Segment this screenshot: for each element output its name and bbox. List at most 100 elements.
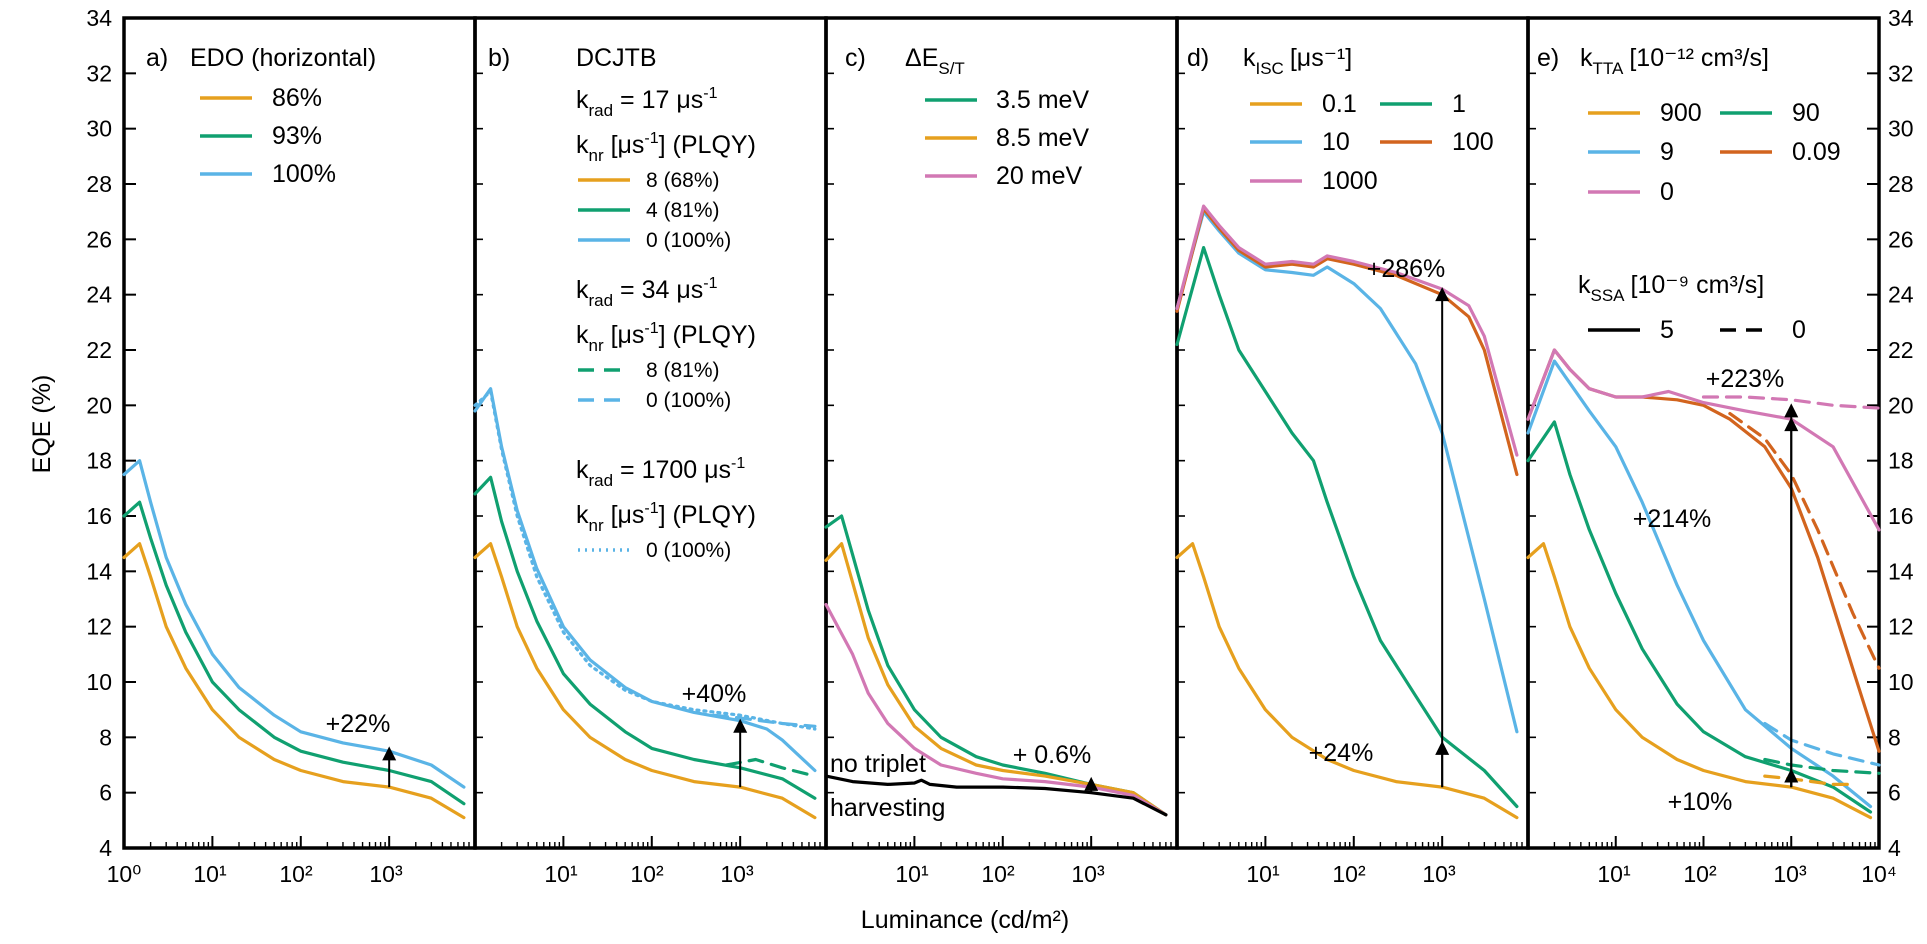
x-tick-label-4-1: 10² — [1683, 861, 1717, 887]
panel-e-ssa-heading-sub: SSA — [1591, 286, 1626, 305]
panel-e-ssa-heading: kSSA [10⁻⁹ cm³/s] — [1578, 271, 1764, 305]
annotation-arrow-head-4-1 — [1784, 417, 1799, 432]
x-tick-label-2-1: 10² — [981, 861, 1015, 887]
series-line-2-2 — [824, 602, 1168, 817]
panel-d-label: d) — [1187, 44, 1209, 72]
x-tick-label-4-2: 10³ — [1773, 861, 1807, 887]
panel-c-heading-main: ΔE — [905, 44, 938, 72]
panel-e-ssa-heading-unit: [10⁻⁹ cm³/s] — [1631, 271, 1765, 299]
legend-label-ssa-1: 0 — [1792, 316, 1806, 344]
knr-unit-0: [μs — [604, 131, 645, 159]
y-tick-label-right-9: 22 — [1888, 337, 1914, 363]
y-tick-label-right-7: 18 — [1888, 448, 1914, 474]
legend-label-c-0: 3.5 meV — [996, 86, 1089, 114]
y-tick-label-left-11: 26 — [86, 226, 112, 252]
y-tick-label-left-13: 30 — [86, 116, 112, 142]
krad-exp-2: -1 — [731, 455, 745, 472]
knr-sub-2: nr — [589, 516, 604, 535]
no-triplet-label: no triplet — [830, 750, 926, 778]
y-tick-label-left-10: 24 — [86, 282, 112, 308]
x-tick-label-0-0: 10⁰ — [107, 861, 142, 887]
krad-sub-0: rad — [589, 101, 614, 120]
krad-k-2: k — [576, 456, 589, 484]
legend-label-b-0-1: 4 (81%) — [646, 199, 720, 222]
krad-val-2: = 1700 μs — [613, 456, 731, 484]
knr-exp-1: -1 — [644, 320, 658, 337]
legend-label-b-1-1: 0 (100%) — [646, 389, 731, 412]
y-tick-label-right-10: 24 — [1888, 282, 1914, 308]
annotation-text-4-0: +223% — [1706, 365, 1785, 393]
x-tick-label-0-3: 10³ — [369, 861, 403, 887]
annotation-text-4-1: +214% — [1633, 505, 1712, 533]
panel-e-heading-unit: [10⁻¹² cm³/s] — [1629, 44, 1769, 72]
series-line-3-2 — [1175, 210, 1519, 734]
x-axis-label-text: Luminance (cd/m²) — [861, 906, 1069, 934]
y-tick-label-right-14: 32 — [1888, 60, 1914, 86]
y-tick-label-left-1: 6 — [99, 780, 112, 806]
knr-heading-1: knr [μs-1] (PLQY) — [576, 320, 756, 355]
krad-heading-2: krad = 1700 μs-1 — [576, 455, 745, 490]
annotation-arrow-head-1-0 — [733, 718, 748, 733]
knr-exp-0: -1 — [644, 130, 658, 147]
y-tick-label-right-2: 8 — [1888, 724, 1901, 750]
panel-e-heading-sub: TTA — [1593, 59, 1625, 78]
legend-label-e-4: 0 — [1660, 178, 1674, 206]
series-line-4-1 — [1526, 420, 1873, 814]
krad-val-0: = 17 μs — [613, 86, 703, 114]
y-tick-label-right-11: 26 — [1888, 226, 1914, 252]
series-line-0-2 — [122, 459, 466, 789]
x-tick-label-1-0: 10¹ — [544, 861, 578, 887]
panel-a-heading: EDO (horizontal) — [190, 44, 376, 72]
legend-label-e-2: 9 — [1660, 138, 1674, 166]
krad-heading-1: krad = 34 μs-1 — [576, 275, 718, 310]
series-line-3-0 — [1175, 542, 1519, 820]
annotation-arrow-head-3-1 — [1435, 740, 1450, 755]
annotation-arrow-head-3-0 — [1435, 287, 1450, 302]
legend-label-e-3: 0.09 — [1792, 138, 1841, 166]
knr-plqy-2: ] (PLQY) — [659, 501, 756, 529]
series-line-4-8 — [1763, 757, 1881, 775]
x-tick-label-1-2: 10³ — [720, 861, 754, 887]
x-tick-label-0-1: 10¹ — [193, 861, 227, 887]
annotation-text-3-0: +286% — [1367, 255, 1446, 283]
legend-label-a-1: 93% — [272, 122, 322, 150]
legend-label-d-4: 1000 — [1322, 167, 1378, 195]
panel-d-heading-sub: ISC — [1256, 59, 1284, 78]
y-tick-label-left-8: 20 — [86, 392, 112, 418]
harvesting-label: harvesting — [830, 794, 945, 822]
panel-d-heading-unit: [μs⁻¹] — [1290, 44, 1352, 72]
y-tick-label-right-8: 20 — [1888, 392, 1914, 418]
y-tick-label-right-1: 6 — [1888, 780, 1901, 806]
y-tick-label-right-5: 14 — [1888, 558, 1914, 584]
panel-c-heading: ΔES/T — [905, 44, 965, 78]
series-line-1-0 — [473, 542, 817, 820]
series-line-4-7 — [1763, 721, 1881, 767]
y-tick-label-left-7: 18 — [86, 448, 112, 474]
legend-label-d-3: 100 — [1452, 128, 1494, 156]
annotation-arrow-head-4-2 — [1784, 768, 1799, 783]
legend-label-a-0: 86% — [272, 84, 322, 112]
x-axis-label: Luminance (cd/m²) — [861, 906, 1069, 934]
knr-sub-0: nr — [589, 146, 604, 165]
annotation-text-3-1: +24% — [1309, 739, 1374, 767]
panel-d-heading: kISC [μs⁻¹] — [1243, 44, 1352, 78]
panel-e-label: e) — [1537, 44, 1559, 72]
panel-e-heading-main: k — [1580, 44, 1593, 72]
legend-label-b-0-0: 8 (68%) — [646, 169, 720, 192]
legend-label-e-0: 900 — [1660, 99, 1702, 127]
knr-exp-2: -1 — [644, 500, 658, 517]
knr-heading-2: knr [μs-1] (PLQY) — [576, 500, 756, 535]
y-tick-label-left-0: 4 — [99, 835, 112, 861]
knr-heading-0: knr [μs-1] (PLQY) — [576, 130, 756, 165]
knr-plqy-0: ] (PLQY) — [659, 131, 756, 159]
krad-heading-0: krad = 17 μs-1 — [576, 85, 718, 120]
annotation-arrow-head-4-0 — [1784, 403, 1799, 418]
legend-label-c-2: 20 meV — [996, 162, 1082, 190]
y-tick-label-right-13: 30 — [1888, 116, 1914, 142]
legend-label-c-1: 8.5 meV — [996, 124, 1089, 152]
series-line-4-4 — [1526, 348, 1881, 532]
x-tick-label-0-2: 10² — [279, 861, 313, 887]
series-line-1-1 — [473, 475, 817, 800]
legend-label-d-2: 10 — [1322, 128, 1350, 156]
